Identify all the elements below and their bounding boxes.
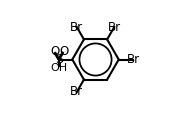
Text: O: O <box>59 45 68 58</box>
Text: OH: OH <box>51 63 68 73</box>
Text: Br: Br <box>70 21 83 34</box>
Text: Br: Br <box>126 53 139 66</box>
Text: Br: Br <box>70 85 83 98</box>
Text: Br: Br <box>108 21 121 34</box>
Text: S: S <box>55 53 63 66</box>
Text: O: O <box>50 45 59 58</box>
